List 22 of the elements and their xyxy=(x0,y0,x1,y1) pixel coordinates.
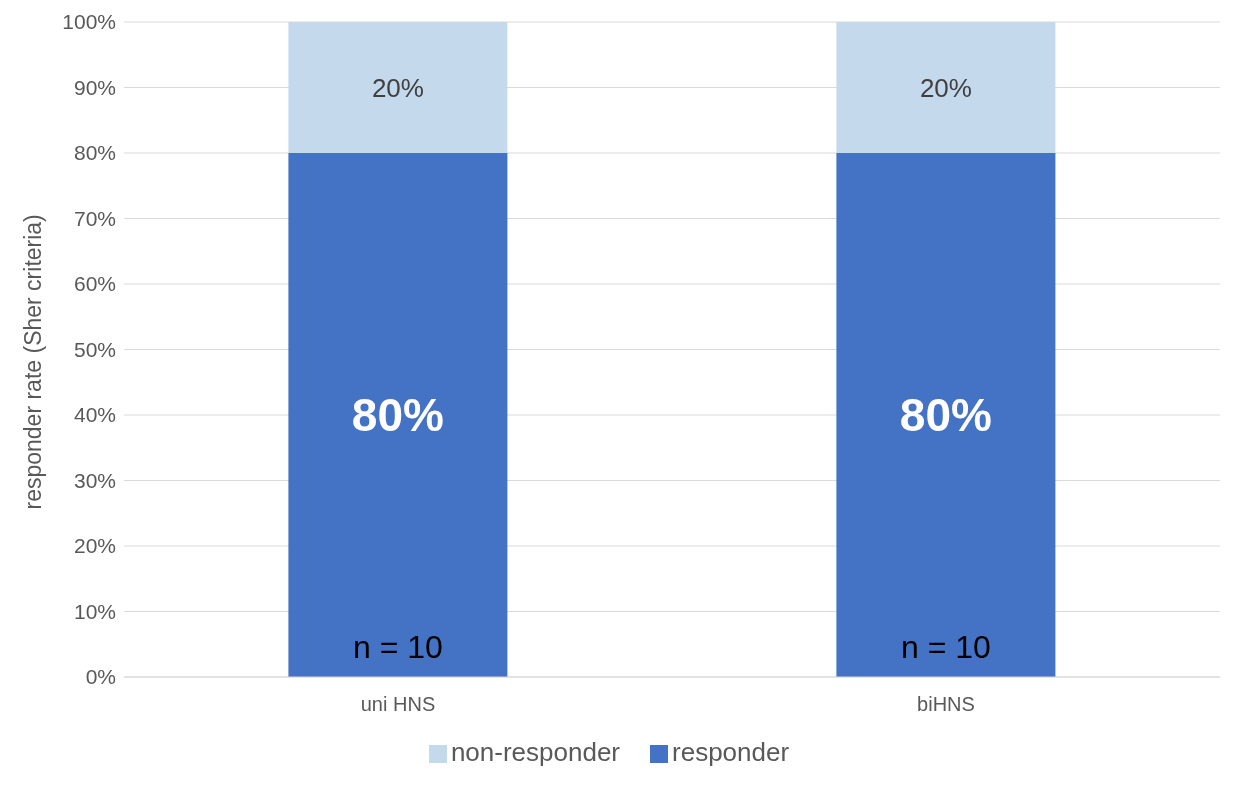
y-tick-label: 80% xyxy=(73,141,116,165)
y-tick-label: 60% xyxy=(73,272,116,296)
x-tick-label: uni HNS xyxy=(360,693,436,716)
data-label: 20% xyxy=(371,72,424,103)
y-tick-label: 90% xyxy=(73,75,116,99)
y-tick-label: 70% xyxy=(73,206,116,230)
annotation: n = 10 xyxy=(900,629,991,665)
y-tick-label: 0% xyxy=(85,665,116,689)
annotation: n = 10 xyxy=(352,629,443,665)
y-tick-label: 30% xyxy=(73,468,116,492)
y-axis-title: responder rate (Sher criteria) xyxy=(20,214,47,510)
data-label: 80% xyxy=(899,389,992,441)
x-tick-label: biHNS xyxy=(917,693,975,716)
y-tick-label: 40% xyxy=(73,403,116,427)
y-tick-label: 50% xyxy=(73,337,116,361)
y-tick-label: 100% xyxy=(62,10,116,34)
y-tick-label: 20% xyxy=(73,534,116,558)
y-tick-label: 10% xyxy=(73,599,116,623)
data-label: 20% xyxy=(919,72,972,103)
data-label: 80% xyxy=(351,389,444,441)
legend-label: responder xyxy=(672,737,790,767)
legend-label: non-responder xyxy=(450,737,621,767)
